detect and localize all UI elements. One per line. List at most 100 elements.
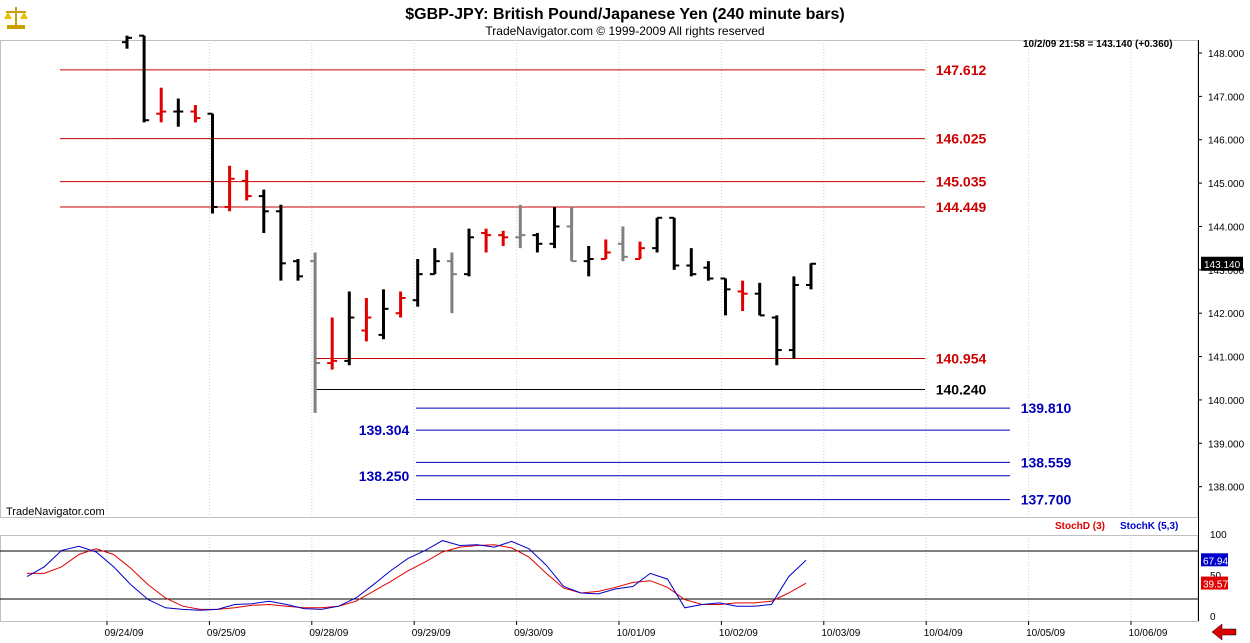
stoch-tick-label: 0 xyxy=(1210,612,1216,623)
x-tick-label: 09/25/09 xyxy=(207,628,246,639)
level-label: 139.810 xyxy=(1021,400,1072,416)
x-tick-label: 10/02/09 xyxy=(719,628,758,639)
level-label: 137.700 xyxy=(1021,492,1072,508)
ohlc-bar xyxy=(258,189,269,233)
ohlc-bar xyxy=(361,298,372,342)
x-tick-label: 10/05/09 xyxy=(1026,628,1065,639)
x-tick-label: 09/24/09 xyxy=(105,628,144,639)
ohlc-bar xyxy=(139,34,150,123)
ohlc-bar xyxy=(737,280,748,312)
y-tick-label: 145.000 xyxy=(1208,179,1245,190)
stochk-value: 67.94 xyxy=(1203,556,1228,567)
ohlc-bar xyxy=(224,165,235,212)
level-label: 138.250 xyxy=(359,468,410,484)
y-tick-label: 148.000 xyxy=(1208,49,1245,60)
stoch-panel-border xyxy=(0,535,1199,622)
ohlc-bar xyxy=(635,241,645,260)
watermark: TradeNavigator.com xyxy=(6,506,105,518)
ohlc-bar xyxy=(156,87,167,123)
ohlc-bar xyxy=(583,245,594,277)
y-tick-label: 141.000 xyxy=(1208,353,1245,364)
chart-frame xyxy=(0,40,1199,622)
stochk-line xyxy=(26,540,807,611)
ohlc-bar xyxy=(310,252,321,413)
ohlc-bar xyxy=(703,261,714,281)
ohlc-bar xyxy=(720,277,731,316)
stoch-tick-label: 50 xyxy=(1210,571,1222,582)
x-tick-label: 10/03/09 xyxy=(821,628,860,639)
ohlc-bars xyxy=(122,34,816,413)
last-price-badge xyxy=(1201,256,1243,271)
x-tick-label: 09/29/09 xyxy=(412,628,451,639)
ohlc-bar xyxy=(464,228,474,277)
level-label: 139.304 xyxy=(359,422,410,438)
ohlc-bar xyxy=(344,291,355,366)
grid-lines xyxy=(106,40,1132,621)
stoch-tick-label: 100 xyxy=(1210,530,1227,541)
legend-stochk: StochK (5,3) xyxy=(1120,521,1178,532)
left-arrow-icon[interactable] xyxy=(1211,623,1237,641)
x-tick-label: 09/30/09 xyxy=(514,628,553,639)
ohlc-bar xyxy=(754,282,765,317)
ohlc-bar xyxy=(481,228,492,253)
ohlc-bar xyxy=(446,252,457,314)
stochk-badge xyxy=(1201,553,1228,567)
scales-icon xyxy=(4,7,28,29)
legend-stochd: StochD (3) xyxy=(1055,521,1105,532)
stochd-badge xyxy=(1201,576,1228,590)
ohlc-bar xyxy=(122,35,132,49)
ohlc-bar xyxy=(566,206,577,263)
y-tick-label: 143.000 xyxy=(1208,266,1245,277)
level-label: 146.025 xyxy=(936,131,987,147)
price-levels: 147.612 146.025 145.035 144.449 140.954 140.2… xyxy=(60,62,1072,508)
x-tick-label: 10/04/09 xyxy=(924,628,963,639)
level-label: 147.612 xyxy=(936,62,987,78)
y-tick-label: 147.000 xyxy=(1208,92,1245,103)
ohlc-bar xyxy=(207,112,218,214)
ohlc-bar xyxy=(241,170,252,201)
last-price-label: 143.140 xyxy=(1204,260,1241,271)
y-tick-label: 139.000 xyxy=(1208,439,1245,450)
y-tick-label: 138.000 xyxy=(1208,483,1245,494)
y-tick-label: 140.000 xyxy=(1208,396,1245,407)
y-tick-label: 146.000 xyxy=(1208,136,1245,147)
y-tick-label: 142.000 xyxy=(1208,309,1245,320)
stochd-value: 39.57 xyxy=(1203,580,1228,591)
ohlc-bar xyxy=(190,105,201,123)
ohlc-bar xyxy=(429,248,440,276)
ohlc-bar xyxy=(275,204,286,281)
last-bar-info: 10/2/09 21:58 = 143.140 (+0.360) xyxy=(1023,39,1173,50)
ohlc-bar xyxy=(788,276,799,359)
stochastic-panel: StochD (3) StochK (5,3) 100 50 0 67.94 39.57 xyxy=(0,521,1228,623)
ohlc-bar xyxy=(498,230,509,246)
x-tick-label: 09/28/09 xyxy=(309,628,348,639)
level-label: 140.240 xyxy=(936,382,987,398)
ohlc-bar xyxy=(652,216,663,253)
level-label: 144.449 xyxy=(936,199,987,215)
ohlc-bar xyxy=(669,216,680,270)
ohlc-bar xyxy=(293,258,303,281)
ohlc-bar xyxy=(327,317,338,370)
ohlc-bar xyxy=(173,98,184,127)
y-tick-label: 144.000 xyxy=(1208,222,1245,233)
x-tick-label: 10/01/09 xyxy=(617,628,656,639)
chart-title: $GBP-JPY: British Pound/Japanese Yen (24… xyxy=(405,6,845,23)
ohlc-bar xyxy=(378,289,389,340)
ohlc-bar xyxy=(532,232,543,253)
level-label: 140.954 xyxy=(936,351,987,367)
x-tick-label: 10/06/09 xyxy=(1129,628,1168,639)
ohlc-bar xyxy=(771,315,782,366)
ohlc-bar xyxy=(549,206,560,249)
level-label: 138.559 xyxy=(1021,454,1072,470)
ohlc-bar xyxy=(515,204,526,249)
price-axis: 138.000 139.000 140.000 141.000 142.000 143.0… xyxy=(1198,49,1245,494)
ohlc-bar xyxy=(617,226,628,262)
ohlc-bar xyxy=(395,291,406,318)
ohlc-bar xyxy=(412,258,423,307)
ohlc-bar xyxy=(806,262,816,290)
level-label: 145.035 xyxy=(936,174,987,190)
ohlc-bar xyxy=(686,248,697,277)
ohlc-bar xyxy=(600,239,611,260)
chart-subtitle: TradeNavigator.com © 1999-2009 All right… xyxy=(485,24,764,38)
